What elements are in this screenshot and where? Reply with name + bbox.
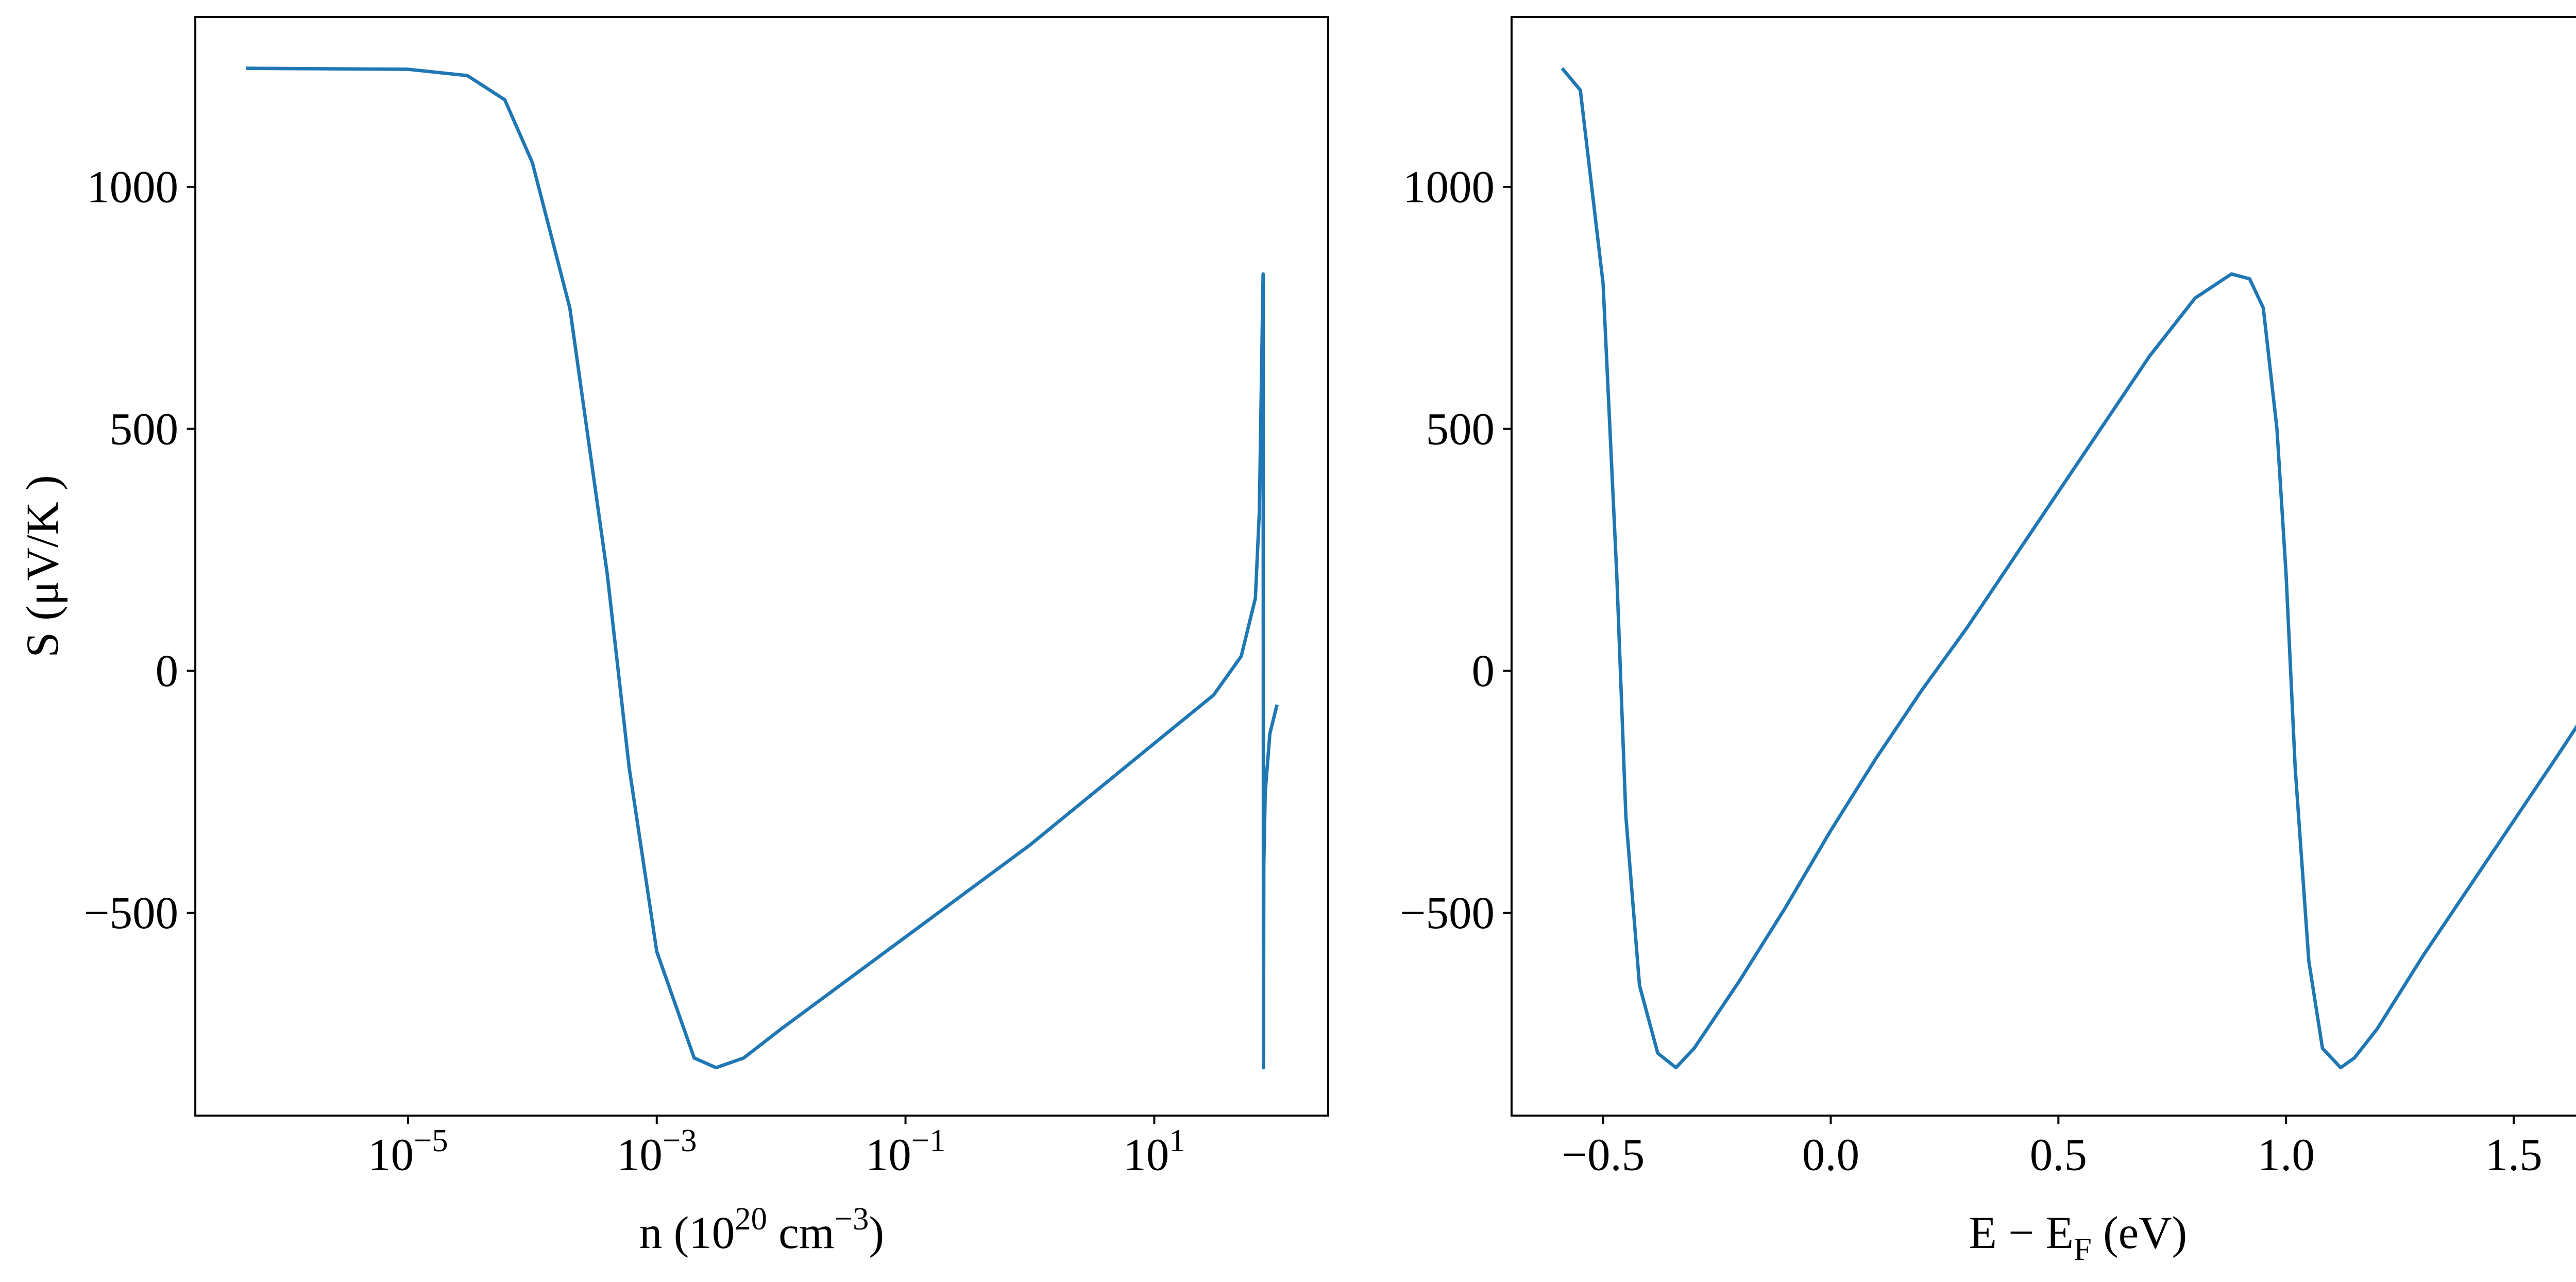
label-part: cm [767,1208,835,1258]
tick-text: 1.0 [2258,1130,2315,1180]
label-part: n (10 [639,1208,735,1258]
label-part: E − E [1969,1208,2074,1258]
x-tick-label: 0.0 [1802,1130,1859,1180]
y-tick-label: 1000 [87,162,178,212]
tick-exponent: −5 [414,1122,448,1158]
y-tick-label: −500 [83,888,178,938]
x-tick-label: −0.5 [1562,1130,1645,1180]
plot-frame [1510,16,2576,1117]
y-axis-label: S (μV/K ) [18,475,68,657]
axis-label: E − EF (eV) [1969,1208,2188,1267]
plot-frame [194,16,1329,1117]
tick-base: 10 [368,1130,414,1180]
superscript: 20 [735,1201,767,1237]
tick-text: 0.0 [1802,1130,1859,1180]
x-tick-label: 10−1 [866,1122,946,1180]
label-part: (eV) [2092,1208,2187,1258]
x-tick-label: 0.5 [2030,1130,2087,1180]
x-tick-label: 10−3 [617,1122,697,1180]
y-tick-label: 500 [1426,404,1495,454]
tick-exponent: −3 [663,1122,697,1158]
tick-base: 10 [866,1130,911,1180]
y-tick-label: −500 [1400,888,1495,938]
tick-text: −0.5 [1562,1130,1645,1180]
axis-label: n (1020 cm−3) [639,1201,884,1258]
superscript: −3 [835,1201,869,1237]
tick-base: 10 [617,1130,663,1180]
label-part: ) [869,1208,885,1258]
subscript: F [2074,1231,2092,1267]
tick-text: 0.5 [2030,1130,2087,1180]
y-tick-label: 500 [110,404,179,454]
y-tick-label: 0 [156,646,179,696]
x-tick-label: 1.5 [2485,1130,2542,1180]
tick-text: 1.5 [2485,1130,2542,1180]
x-tick-label: 1.0 [2258,1130,2315,1180]
y-tick-label: 1000 [1403,162,1495,212]
y-tick-label: 0 [1471,646,1495,696]
x-tick-label: 10−5 [368,1122,448,1180]
tick-exponent: −1 [911,1122,946,1158]
x-tick-label: 101 [1123,1122,1185,1180]
tick-exponent: 1 [1169,1122,1185,1158]
data-line [246,66,1279,1070]
tick-base: 10 [1123,1130,1169,1180]
data-line [1561,67,2576,1070]
